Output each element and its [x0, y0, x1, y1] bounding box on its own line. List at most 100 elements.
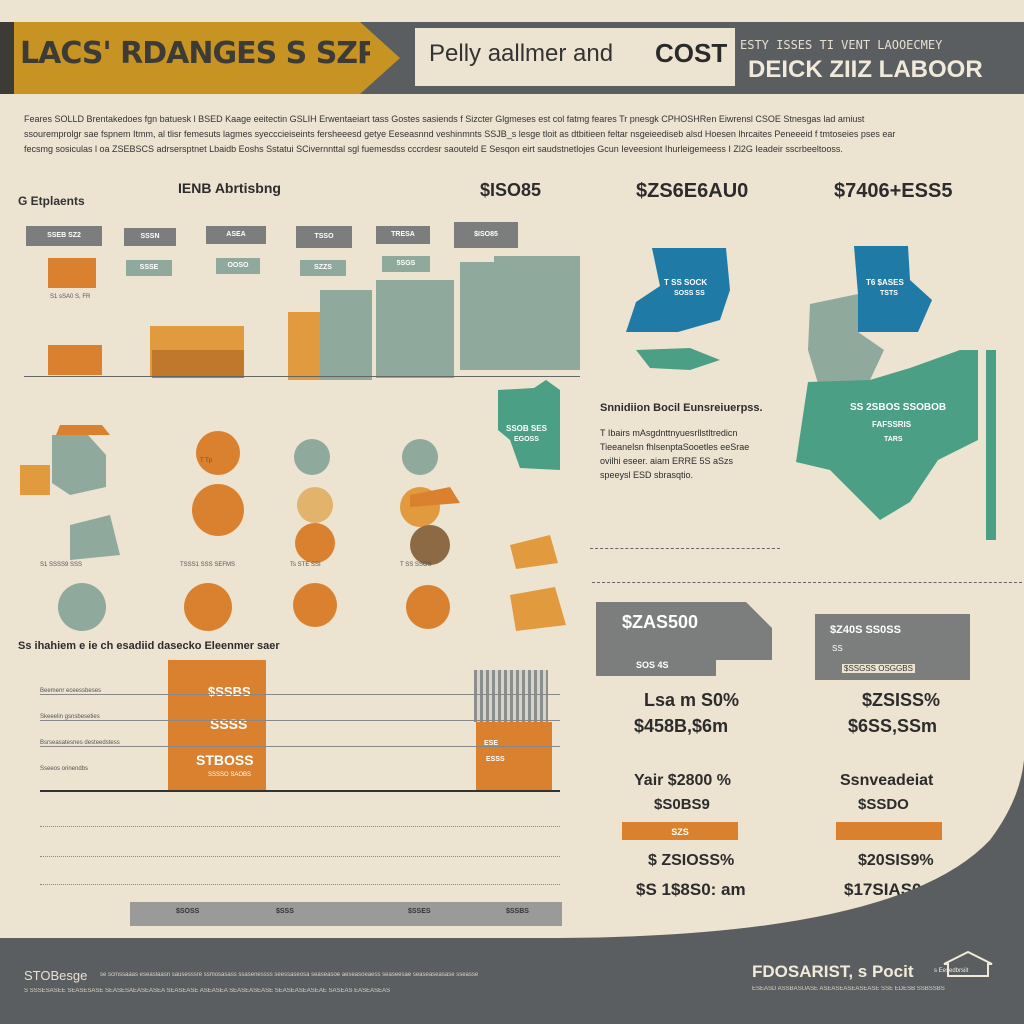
cost-left-value: $ZAS500 — [622, 612, 699, 632]
map-blue — [626, 248, 730, 332]
circle-marker — [293, 583, 337, 627]
tag-1: SSEB SZ2 — [26, 226, 102, 246]
tag-row2-3: SZZS — [300, 260, 346, 276]
cost-right-bartop: $SSDO — [858, 796, 909, 813]
circle-marker — [196, 431, 240, 475]
footer-brand: FDOSARIST, s Pocit — [752, 962, 914, 981]
caption-line: speeysl ESD sbrasqtio. — [600, 470, 694, 480]
axis-baseline — [40, 790, 560, 792]
circle-marker — [58, 583, 106, 631]
gridline — [40, 856, 560, 857]
baseline-1 — [24, 376, 580, 377]
tag-text: 5SGS — [396, 260, 416, 267]
axis-label: $SSBS — [506, 908, 529, 915]
middle-caption: T Ibairs mAsgdnttnyuesrllstltredicn Tiee… — [600, 426, 800, 482]
cost-left-bar: SZS — [622, 822, 738, 840]
cost-left-box-shape — [596, 602, 772, 676]
icon-grid — [20, 425, 566, 631]
intro-line: fecsmg sosiculas l oa ZSEBSCS adrsersptn… — [24, 144, 843, 154]
cost-right-sub2: $SSGSS OSGGBS — [842, 664, 915, 673]
gridline — [40, 694, 560, 695]
gridline — [40, 884, 560, 885]
lower-heading: Ss ihahiem e ie ch esadiid dasecko Eleen… — [18, 640, 280, 652]
tag-text: TSSO — [314, 233, 334, 240]
map-pillar — [986, 350, 996, 540]
tag-row2-1: SSSE — [126, 260, 172, 276]
circle-marker — [410, 525, 450, 565]
cost-left-line3: $ ZSIOSS% — [648, 852, 735, 869]
right-teal-label: SS 2SBOS SSOBOB — [850, 402, 947, 413]
tag-text: SZZS — [314, 264, 332, 271]
footer-left-text: S SSSESASEE SEASESASE SEASESAEASEASEA SE… — [24, 988, 391, 994]
right-blue-sublabel: TSTS — [880, 290, 898, 297]
tag-3: ASEA — [206, 226, 266, 244]
cost-left-line4: $S 1$8S0: am — [636, 880, 746, 899]
bar-value: $SSBS — [208, 684, 251, 699]
axis-label: $SSS — [276, 908, 294, 915]
footer-left-text: se scmssaaas eseaslaasn sausesssre ssmos… — [100, 972, 479, 978]
tag-text: TRESA — [391, 231, 415, 238]
footer-brand-sub: s Eesedbrsiit — [934, 968, 969, 974]
circle-marker — [297, 487, 333, 523]
left-label: Skeeelin gsnsbeseties — [40, 714, 100, 720]
right-heading: $7406+ESS5 — [834, 180, 953, 202]
map-teal — [498, 380, 560, 470]
left-label: Sseeos orinendbs — [40, 766, 89, 772]
header-subtitle-text: Pelly aallmer and — [429, 40, 614, 67]
tag-orange-1 — [48, 258, 96, 288]
map-sage — [808, 294, 884, 390]
middle-teal-sublabel: EGOSS — [514, 436, 539, 443]
footer-brand-line: ESEASD ASSBASUASE ASEASEASEASEASE SSE ED… — [752, 986, 945, 992]
tag-row2-2: OOSO — [216, 258, 260, 274]
header-right-big: DEICK ZIIZ LABOOR — [748, 56, 983, 83]
middle-blue-label: T SS SOCK — [664, 278, 708, 287]
right-bar-building — [474, 670, 548, 722]
house-icon — [410, 487, 460, 507]
middle-caption-title: Snnidiion Bocil Eunsreiuerpss. — [600, 402, 763, 414]
circle-marker — [192, 484, 244, 536]
right-bar-sub: ESSS — [486, 756, 505, 763]
footer-left-title: STOBesge — [24, 968, 88, 983]
middle-teal-label: SSOB SES — [506, 424, 547, 433]
right-orange-bar — [476, 722, 552, 790]
cost-left-sub: SOS 4S — [636, 660, 669, 670]
axis-label: $SSES — [408, 908, 431, 915]
tag-row2-4: 5SGS — [382, 256, 430, 272]
right-teal-sublabel: FAFSSRIS — [872, 420, 912, 429]
bottom-caption: T SS SSOS — [400, 562, 432, 568]
cost-right-value: $Z40S SS0SS — [830, 624, 901, 636]
circle-marker — [402, 439, 438, 475]
gridline — [40, 826, 560, 827]
left-section-label: G Etplaents — [18, 194, 85, 208]
tag-text: SSSN — [140, 233, 160, 240]
bar-value: SSSS — [210, 716, 248, 732]
tag-text: ASEA — [226, 231, 246, 238]
right-blue-label: T6 $ASES — [866, 278, 904, 287]
middle-divider-2 — [592, 582, 1022, 583]
map-small-teal — [636, 348, 720, 370]
left-col-header-1: IENB Abrtisbng — [178, 180, 281, 196]
bottom-caption: S1 SSSS9 SSS — [40, 562, 83, 568]
right-teal-small: TARS — [884, 436, 903, 443]
caption-line: T Ibairs mAsgdnttnyuesrllstltredicn — [600, 428, 738, 438]
bar-sage-1 — [320, 290, 372, 380]
header-badge — [0, 22, 400, 94]
map-blue — [854, 246, 932, 332]
bar-sage-3 — [460, 262, 494, 370]
house-logo-icon — [943, 950, 993, 977]
bar-orange-1 — [48, 345, 102, 375]
big-orange-bar — [168, 660, 266, 790]
house-icon — [70, 515, 120, 560]
right-bar-label: ESE — [484, 740, 499, 747]
intro-line: Feares SOLLD Brentakedoes fgn batuesk l … — [24, 114, 865, 124]
cost-left-subheading: Yair $2800 % — [634, 772, 731, 789]
circle-marker — [406, 585, 450, 629]
round-caption: T Tp — [200, 458, 213, 464]
cost-right-bar — [836, 822, 942, 840]
bar-orange-4 — [288, 312, 322, 380]
intro-text: Feares SOLLD Brentakedoes fgn batuesk l … — [24, 112, 994, 157]
map-teal — [796, 350, 978, 520]
header-subtitle-cost: COST — [655, 38, 728, 68]
tag-text: $ISO85 — [474, 231, 498, 238]
header-subtitle-box: Pelly aallmer and COST — [415, 28, 735, 86]
